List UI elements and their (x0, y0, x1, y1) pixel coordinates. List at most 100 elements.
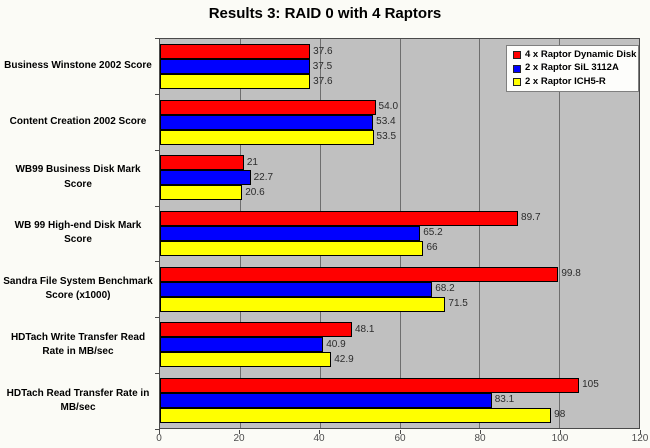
bar-row: 37.6 (160, 44, 639, 60)
x-axis-tick-label: 100 (551, 433, 569, 444)
bar-row: 99.8 (160, 266, 639, 282)
bar-row: 68.2 (160, 281, 639, 297)
bar-group: 105 83.1 98 (160, 372, 639, 428)
legend-item: 4 x Raptor Dynamic Disk (513, 49, 636, 60)
y-axis-tick (155, 429, 160, 430)
y-axis-tick (155, 150, 160, 151)
bar-value-label: 83.1 (494, 394, 515, 406)
legend-item: 2 x Raptor ICH5-R (513, 76, 634, 87)
category-label: HDTach Write Transfer Read Rate in MB/se… (10, 331, 146, 358)
bar-row: 89.7 (160, 210, 639, 226)
category-label: Content Creation 2002 Score (9, 115, 147, 127)
bar (160, 99, 376, 115)
bar (160, 210, 519, 226)
bar-row: 66 (160, 240, 639, 256)
legend-swatch-red (513, 51, 521, 60)
legend-swatch-blue (513, 64, 521, 73)
category-label: WB99 Business Disk Mark Score (15, 164, 141, 190)
x-axis-tick (640, 430, 641, 434)
bar (160, 392, 492, 408)
bar-value-label: 66 (426, 242, 438, 254)
bar (160, 129, 374, 145)
bar-row: 20.6 (160, 185, 639, 201)
bar-row: 48.1 (160, 322, 639, 338)
bar-value-label: 37.6 (313, 75, 333, 87)
category-label: HDTach Read Transfer Rate in MB/sec (6, 387, 150, 414)
bar (160, 352, 332, 368)
x-axis-tick (400, 430, 401, 434)
bar-value-label: 37.6 (313, 45, 333, 57)
bar (160, 59, 310, 75)
bar-row: 54.0 (160, 99, 639, 115)
bar-value-label: 37.5 (312, 60, 333, 72)
x-axis-tick (319, 430, 320, 434)
chart-title: Results 3: RAID 0 with 4 Raptors (208, 5, 442, 22)
bar-value-label: 54.0 (378, 101, 399, 113)
x-axis-tick-label: 80 (474, 433, 486, 444)
bar (160, 155, 244, 171)
bar (160, 170, 251, 186)
bar-value-label: 99.8 (561, 268, 581, 280)
bar-value-label: 22.7 (253, 171, 274, 183)
bar-row: 37.5 (160, 59, 639, 75)
bar-row: 37.6 (160, 74, 639, 90)
bar-group: 21 22.7 20.6 (160, 150, 639, 206)
bar-value-label: 53.4 (376, 116, 396, 128)
x-axis-tick-label: 0 (156, 433, 162, 444)
bar-group: 37.6 37.5 37.6 (160, 39, 639, 95)
gridline (559, 39, 561, 428)
bar-row: 71.5 (160, 296, 639, 312)
bar-row: 21 (160, 155, 639, 171)
bar-group: 99.8 68.2 71.5 (160, 261, 639, 317)
bar-row: 83.1 (160, 392, 639, 408)
bar-row: 98 (160, 407, 639, 423)
bar-value-label: 48.1 (354, 323, 375, 335)
bar-value-label: 105 (582, 379, 599, 391)
y-axis-tick (155, 373, 160, 374)
bar-groups: 37.6 37.5 37.6 54.0 53.4 53.5 21 22.7 20.6 89.7 65… (160, 39, 639, 428)
category-label: Business Winstone 2002 Score (4, 59, 152, 71)
bar (160, 240, 424, 256)
x-axis-tick (480, 430, 481, 434)
gridline (479, 39, 481, 428)
bar (160, 225, 421, 241)
legend-label: 2 x Raptor SiL 3112A (525, 62, 619, 74)
x-axis-tick (239, 430, 240, 434)
bar-value-label: 40.9 (326, 338, 346, 350)
category-axis-labels: Business Winstone 2002 Score Content Crea… (2, 38, 154, 429)
bar-value-label: 89.7 (521, 212, 541, 224)
y-axis-tick (155, 261, 160, 262)
bar-value-label: 68.2 (435, 283, 455, 295)
legend-item: 2 x Raptor SiL 3112A (513, 62, 634, 74)
bar-value-label: 65.2 (423, 227, 443, 239)
bar (160, 322, 352, 338)
bar-value-label: 42.9 (334, 353, 354, 365)
bar (160, 114, 374, 130)
y-axis-tick (155, 317, 160, 318)
y-axis-tick (155, 206, 160, 207)
bar (160, 281, 433, 297)
bar (160, 185, 243, 201)
bar (160, 266, 559, 282)
x-axis-tick-label: 60 (394, 433, 406, 444)
x-axis-tick-label: 120 (631, 433, 649, 444)
bar-value-label: 98 (554, 409, 566, 421)
x-axis-tick-label: 20 (233, 433, 245, 444)
bar-value-label: 53.5 (376, 131, 397, 143)
bar-row: 40.9 (160, 337, 639, 353)
bar-row: 53.4 (160, 114, 639, 130)
category-label: Sandra File System Benchmark Score (x100… (3, 275, 153, 302)
bar-value-label: 21 (246, 156, 258, 168)
bar-group: 54.0 53.4 53.5 (160, 95, 639, 151)
y-axis-tick (155, 94, 160, 95)
plot-area: 37.6 37.5 37.6 54.0 53.4 53.5 21 22.7 20.6 89.7 65… (159, 38, 640, 429)
bar-group: 89.7 65.2 66 (160, 206, 639, 262)
bar (160, 377, 580, 393)
bar-row: 22.7 (160, 170, 639, 186)
bar (160, 407, 552, 423)
bar-row: 65.2 (160, 225, 639, 241)
bar-value-label: 20.6 (245, 186, 265, 198)
bar-value-label: 71.5 (448, 298, 468, 310)
category-label: WB 99 High-end Disk Mark Score (14, 219, 142, 246)
bar-group: 48.1 40.9 42.9 (160, 317, 639, 373)
